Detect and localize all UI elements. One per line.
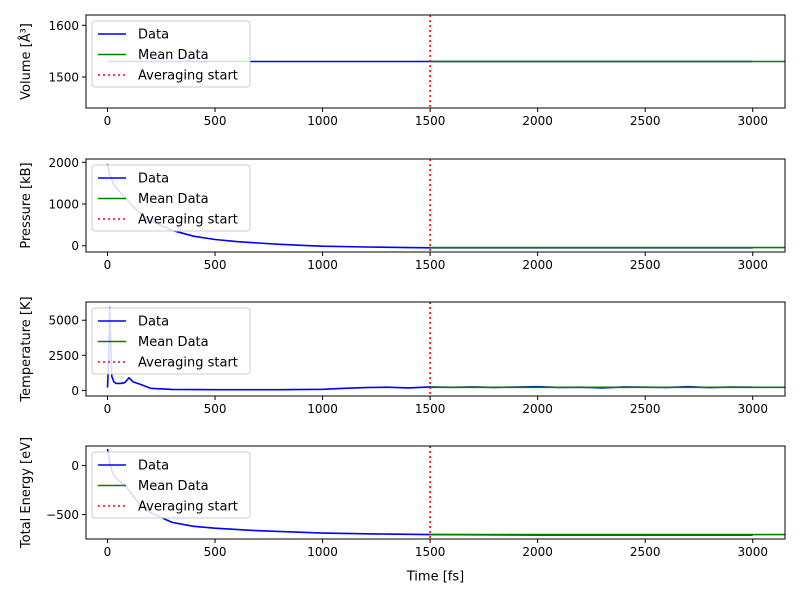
x-tick-label: 500 <box>204 114 227 128</box>
legend-label: Data <box>138 172 169 187</box>
x-tick-label: 2500 <box>630 402 661 416</box>
y-tick-label: 2500 <box>48 349 79 363</box>
legend-label: Mean Data <box>138 48 209 63</box>
x-tick-label: 2500 <box>630 258 661 272</box>
y-axis-label: Pressure [kB] <box>19 162 34 248</box>
legend: Data Mean Data Averaging start <box>91 307 251 375</box>
x-tick-label: 2500 <box>630 114 661 128</box>
x-tick-label: 0 <box>104 545 112 559</box>
subplot-3: 0 500 1000 1500 2000 2500 3000 0 2500 5000 Tempera… <box>19 296 786 416</box>
legend-label: Data <box>138 28 169 43</box>
y-tick-label: 2000 <box>48 156 79 170</box>
x-tick-label: 2500 <box>630 545 661 559</box>
x-tick-label: 0 <box>104 258 112 272</box>
legend: Data Mean Data Averaging start <box>91 451 251 519</box>
y-tick-label: 1000 <box>48 198 79 212</box>
x-tick-label: 1500 <box>415 545 446 559</box>
y-tick-label: 1600 <box>48 19 79 33</box>
y-tick-label: 5000 <box>48 314 79 328</box>
y-tick-label: 1500 <box>48 71 79 85</box>
x-tick-label: 2000 <box>522 258 553 272</box>
legend-label: Mean Data <box>138 335 209 350</box>
legend-box <box>91 451 251 519</box>
x-tick-label: 2000 <box>522 114 553 128</box>
legend-label: Averaging start <box>138 356 238 371</box>
subplot-2: 0 500 1000 1500 2000 2500 3000 0 1000 2000 Pressur… <box>19 156 786 272</box>
y-axis-label: Temperature [K] <box>19 296 34 402</box>
legend: Data Mean Data Averaging start <box>91 20 251 88</box>
legend-label: Averaging start <box>138 500 238 515</box>
y-tick-label: −500 <box>46 508 79 522</box>
plot-area <box>106 302 785 396</box>
x-tick-label: 0 <box>104 114 112 128</box>
x-axis-label: Time [fs] <box>406 570 464 585</box>
x-tick-label: 500 <box>204 402 227 416</box>
y-axis-label: Total Energy [eV] <box>19 437 34 549</box>
legend-label: Averaging start <box>138 69 238 84</box>
x-tick-label: 3000 <box>737 258 768 272</box>
y-tick-label: 0 <box>71 384 79 398</box>
legend-label: Data <box>138 315 169 330</box>
legend-label: Data <box>138 459 169 474</box>
x-tick-label: 1500 <box>415 114 446 128</box>
axes-frame <box>85 14 786 109</box>
legend-label: Mean Data <box>138 192 209 207</box>
legend: Data Mean Data Averaging start <box>91 164 251 232</box>
legend-label: Mean Data <box>138 479 209 494</box>
x-tick-label: 1000 <box>307 258 338 272</box>
subplot-1: 0 500 1000 1500 2000 2500 3000 1500 1600 Volume [… <box>18 14 786 128</box>
x-tick-label: 2000 <box>522 402 553 416</box>
x-tick-label: 500 <box>204 545 227 559</box>
x-tick-label: 500 <box>204 258 227 272</box>
axes-frame <box>85 158 786 253</box>
x-tick-label: 3000 <box>737 114 768 128</box>
legend-box <box>91 20 251 88</box>
legend-box <box>91 164 251 232</box>
x-tick-label: 1000 <box>307 114 338 128</box>
x-tick-label: 0 <box>104 402 112 416</box>
axes-frame <box>85 301 786 397</box>
y-tick-label: 0 <box>71 459 79 473</box>
y-axis-label: Volume [Å³] <box>18 23 34 100</box>
legend-box <box>91 307 251 375</box>
y-tick-label: 0 <box>71 239 79 253</box>
subplot-4: 0 500 1000 1500 2000 2500 3000 −500 0 Total Energ… <box>19 437 786 559</box>
x-tick-label: 3000 <box>737 545 768 559</box>
x-tick-label: 3000 <box>737 402 768 416</box>
x-tick-label: 1000 <box>307 545 338 559</box>
x-tick-label: 1500 <box>415 402 446 416</box>
axes-frame <box>85 445 786 540</box>
legend-label: Averaging start <box>138 213 238 228</box>
x-tick-label: 1000 <box>307 402 338 416</box>
x-tick-label: 1500 <box>415 258 446 272</box>
x-tick-label: 2000 <box>522 545 553 559</box>
